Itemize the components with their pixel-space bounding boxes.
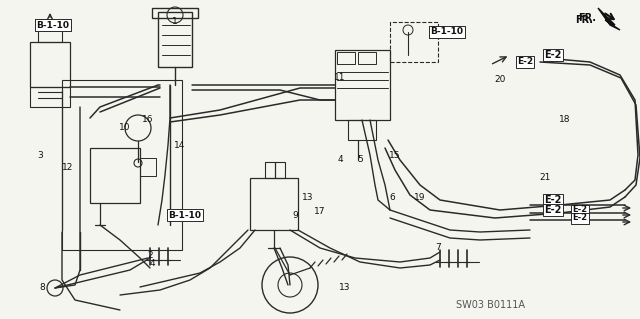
Text: E-2: E-2	[517, 57, 533, 66]
Bar	[250, 178, 298, 230]
Text: 11: 11	[334, 73, 346, 83]
Text: 1: 1	[172, 18, 178, 26]
Text: 13: 13	[339, 283, 351, 292]
Bar	[390, 22, 438, 62]
Text: B-1-10: B-1-10	[168, 211, 202, 219]
Bar	[152, 8, 198, 18]
Bar	[348, 120, 376, 140]
Text: E-2: E-2	[516, 57, 534, 67]
Bar	[62, 80, 182, 250]
Bar	[358, 52, 376, 64]
Text: 12: 12	[62, 164, 74, 173]
Text: E-2: E-2	[544, 50, 562, 60]
Text: E-2: E-2	[572, 205, 588, 214]
Text: 17: 17	[314, 207, 326, 217]
Bar	[30, 87, 70, 107]
Text: 10: 10	[119, 123, 131, 132]
Text: 4: 4	[337, 155, 343, 165]
Polygon shape	[598, 8, 620, 30]
Bar	[158, 12, 192, 67]
Text: 8: 8	[39, 284, 45, 293]
Text: 3: 3	[37, 151, 43, 160]
Bar	[90, 148, 140, 203]
Text: 18: 18	[559, 115, 571, 124]
Text: E-2: E-2	[544, 205, 562, 215]
Text: 5: 5	[357, 155, 363, 165]
Text: 4: 4	[149, 258, 155, 268]
Text: 16: 16	[142, 115, 154, 124]
Text: 7: 7	[435, 243, 441, 253]
Text: 20: 20	[494, 76, 506, 85]
Text: B-1-10: B-1-10	[431, 27, 463, 36]
Text: 9: 9	[292, 211, 298, 219]
Text: E-2: E-2	[572, 213, 588, 222]
Text: B-1-10: B-1-10	[36, 20, 70, 29]
Text: SW03 B0111A: SW03 B0111A	[456, 300, 525, 310]
Bar	[38, 28, 62, 42]
Bar	[337, 52, 355, 64]
Text: FR.: FR.	[575, 15, 593, 25]
Text: 2: 2	[147, 250, 153, 259]
Text: B-1-10: B-1-10	[431, 27, 463, 36]
Bar	[140, 158, 156, 176]
Text: 19: 19	[414, 194, 426, 203]
Bar	[265, 162, 285, 178]
Bar	[335, 50, 390, 120]
Text: FR.: FR.	[578, 13, 596, 23]
Text: E-2: E-2	[544, 195, 562, 205]
Text: 13: 13	[302, 192, 314, 202]
Text: 6: 6	[389, 194, 395, 203]
Text: B-1-10: B-1-10	[36, 20, 70, 29]
Text: 14: 14	[174, 140, 186, 150]
Bar	[30, 42, 70, 87]
Text: 15: 15	[389, 151, 401, 160]
Text: 21: 21	[540, 174, 550, 182]
